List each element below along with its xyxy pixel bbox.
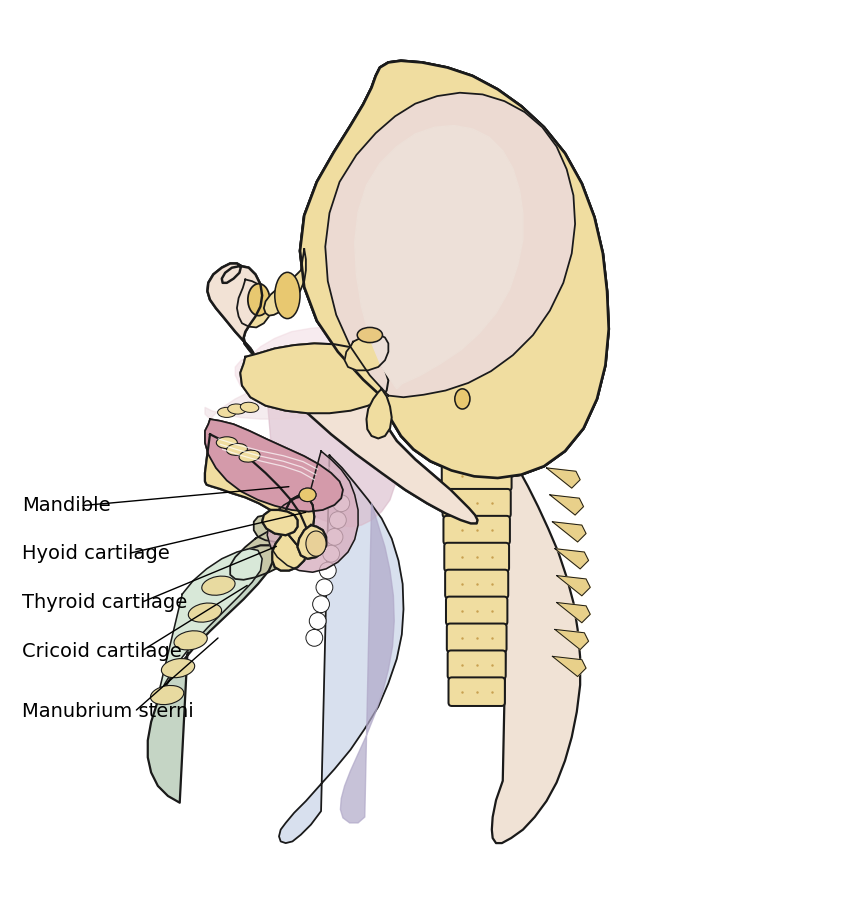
Polygon shape [268, 451, 358, 573]
Polygon shape [205, 374, 349, 419]
Polygon shape [235, 326, 388, 401]
Text: Thyroid cartilage: Thyroid cartilage [23, 593, 187, 612]
Polygon shape [354, 126, 523, 389]
Polygon shape [208, 264, 478, 524]
Circle shape [322, 545, 339, 562]
Polygon shape [336, 115, 537, 392]
Polygon shape [279, 455, 403, 843]
Ellipse shape [241, 403, 259, 413]
Polygon shape [254, 515, 295, 542]
Polygon shape [297, 525, 326, 559]
Circle shape [312, 596, 329, 613]
Polygon shape [344, 335, 388, 370]
Ellipse shape [150, 686, 184, 705]
Polygon shape [340, 504, 394, 823]
Polygon shape [354, 126, 523, 389]
Circle shape [333, 494, 349, 512]
Polygon shape [284, 494, 314, 550]
Polygon shape [205, 435, 308, 571]
Polygon shape [156, 549, 262, 703]
Polygon shape [262, 510, 297, 535]
Polygon shape [264, 357, 397, 527]
Ellipse shape [245, 452, 263, 464]
Polygon shape [366, 389, 392, 438]
Polygon shape [241, 344, 388, 414]
Polygon shape [300, 61, 609, 478]
Ellipse shape [202, 576, 235, 596]
Polygon shape [300, 61, 609, 478]
Polygon shape [264, 249, 306, 315]
Polygon shape [230, 525, 306, 580]
Polygon shape [205, 419, 343, 512]
Ellipse shape [299, 488, 316, 502]
Polygon shape [284, 494, 314, 550]
FancyBboxPatch shape [444, 543, 509, 572]
Polygon shape [492, 453, 580, 843]
Polygon shape [549, 494, 583, 515]
Polygon shape [552, 656, 586, 676]
Ellipse shape [306, 531, 326, 556]
Polygon shape [325, 93, 575, 397]
Ellipse shape [174, 630, 208, 650]
Polygon shape [325, 93, 575, 397]
Ellipse shape [357, 327, 382, 343]
Ellipse shape [228, 404, 246, 414]
Circle shape [326, 528, 343, 545]
Ellipse shape [357, 327, 382, 343]
Ellipse shape [219, 437, 238, 448]
Polygon shape [262, 510, 297, 535]
FancyBboxPatch shape [443, 516, 510, 544]
FancyBboxPatch shape [445, 570, 508, 598]
Circle shape [319, 562, 336, 579]
FancyBboxPatch shape [441, 462, 511, 491]
Polygon shape [555, 549, 588, 569]
FancyBboxPatch shape [442, 489, 511, 517]
FancyBboxPatch shape [447, 651, 506, 679]
Polygon shape [208, 264, 478, 524]
Polygon shape [237, 279, 271, 327]
Ellipse shape [239, 450, 260, 462]
Polygon shape [148, 545, 275, 802]
Circle shape [306, 630, 322, 646]
Text: Hyoid cartilage: Hyoid cartilage [23, 544, 170, 563]
Ellipse shape [161, 659, 195, 677]
Ellipse shape [232, 444, 251, 455]
Text: Manubrium sterni: Manubrium sterni [23, 702, 194, 721]
Ellipse shape [275, 272, 300, 319]
Ellipse shape [299, 488, 316, 502]
FancyBboxPatch shape [448, 677, 505, 706]
Polygon shape [300, 61, 609, 478]
Polygon shape [297, 525, 326, 559]
Polygon shape [555, 630, 588, 650]
Polygon shape [556, 575, 590, 596]
Circle shape [316, 579, 333, 596]
Ellipse shape [188, 603, 222, 622]
Polygon shape [205, 419, 343, 512]
Polygon shape [325, 93, 575, 397]
Ellipse shape [216, 437, 237, 448]
Polygon shape [556, 603, 590, 623]
Text: Cricoid cartilage: Cricoid cartilage [23, 641, 182, 661]
Polygon shape [241, 344, 388, 414]
FancyBboxPatch shape [446, 596, 507, 625]
Circle shape [309, 613, 326, 630]
Polygon shape [205, 435, 308, 571]
FancyBboxPatch shape [446, 623, 506, 652]
Ellipse shape [248, 284, 270, 315]
Circle shape [329, 512, 346, 528]
Ellipse shape [218, 407, 236, 417]
Polygon shape [547, 468, 580, 488]
Ellipse shape [455, 389, 470, 409]
Polygon shape [552, 522, 586, 542]
Text: Mandible: Mandible [23, 496, 111, 516]
Ellipse shape [226, 444, 247, 455]
Polygon shape [344, 335, 388, 370]
